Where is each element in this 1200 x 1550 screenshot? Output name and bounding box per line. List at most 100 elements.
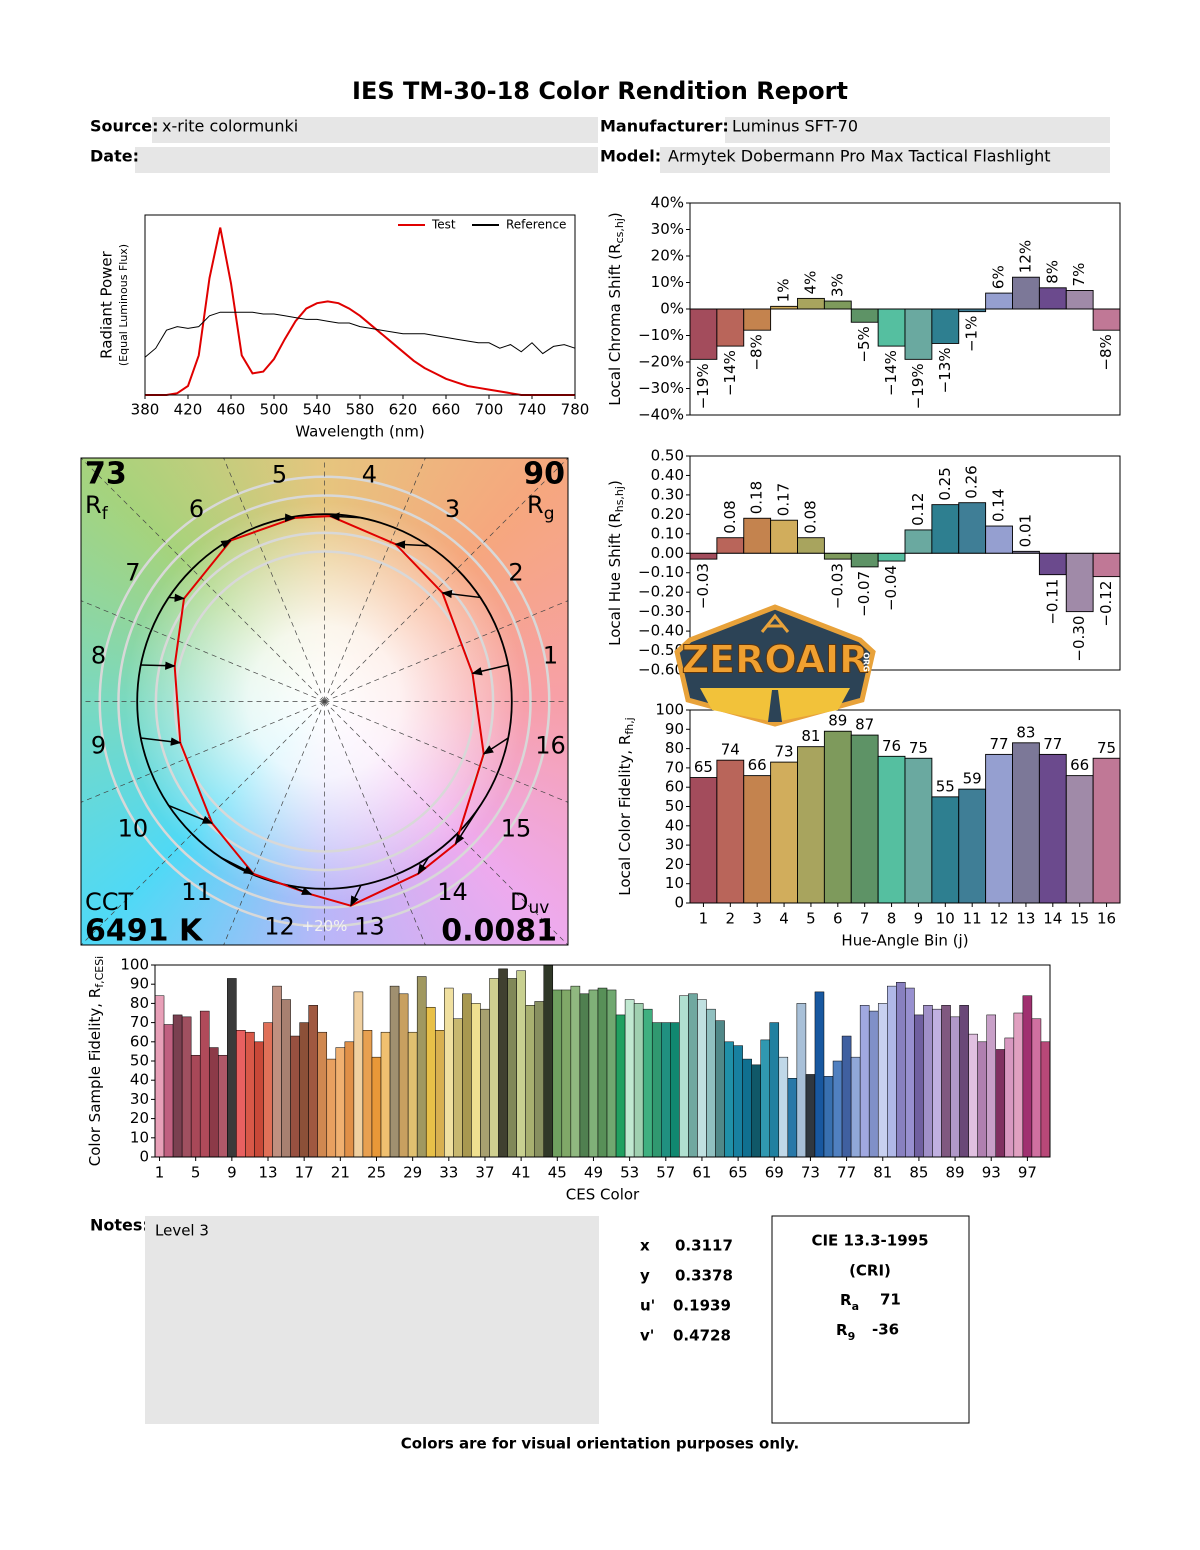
- bar: [425, 1006, 436, 1158]
- legend-label: Test: [431, 218, 456, 232]
- coord-value: 0.4728: [673, 1327, 731, 1345]
- shift-arrow: [471, 664, 509, 676]
- x-axis-title: CES Color: [566, 1186, 640, 1204]
- value-label: −0.12: [1097, 581, 1115, 627]
- coord-label: u': [640, 1297, 655, 1315]
- shift-arrow: [168, 804, 214, 824]
- bar: [335, 1047, 346, 1158]
- bar: [1065, 290, 1094, 310]
- y-tick-label: 0.00: [651, 544, 684, 562]
- y-tick-label: 10%: [651, 273, 684, 291]
- x-tick-label: 14: [1043, 910, 1062, 928]
- x-tick-label: 77: [837, 1164, 856, 1182]
- x-tick-label: 89: [946, 1164, 965, 1182]
- bar: [797, 537, 825, 554]
- value-label: 12%: [1016, 240, 1034, 273]
- x-tick-label: 16: [1097, 910, 1116, 928]
- bar: [371, 1056, 382, 1158]
- value-label: 0.25: [936, 467, 954, 500]
- y-axis-title: Local Color Fidelity, Rfh,j: [616, 717, 637, 896]
- plot-frame: [80, 457, 569, 946]
- value-label: 89: [828, 712, 847, 730]
- value-label: 0.14: [990, 489, 1008, 522]
- bar: [498, 968, 508, 1158]
- y-tick-label: −40%: [638, 406, 684, 424]
- value-label: −0.04: [882, 565, 900, 611]
- field-box: [660, 147, 1110, 173]
- bin-divider: [324, 701, 569, 803]
- y-tick-label: −0.10: [638, 563, 684, 581]
- x-tick-label: 85: [909, 1164, 928, 1182]
- bar: [689, 552, 718, 560]
- bar: [823, 552, 852, 560]
- bin-label: 10: [118, 814, 149, 842]
- x-tick-label: 4: [779, 910, 789, 928]
- bin-divider: [324, 457, 426, 702]
- shift-arrow: [287, 884, 313, 896]
- y-tick-label: 20%: [651, 247, 684, 265]
- field-value: Luminus SFT-70: [732, 117, 858, 136]
- shift-arrow: [140, 737, 182, 746]
- bar: [561, 989, 572, 1158]
- bin-label: 12: [264, 912, 295, 940]
- bar: [716, 537, 745, 554]
- bar: [1012, 276, 1040, 310]
- symbol: D: [510, 888, 528, 916]
- bin-divider: [80, 457, 325, 702]
- x-tick-label: 1: [155, 1164, 165, 1182]
- shift-arrow: [394, 540, 429, 549]
- coord-label: y: [640, 1267, 650, 1285]
- bin-label: 9: [91, 731, 106, 759]
- y-tick-label: 60: [130, 1032, 149, 1050]
- axis-title-text: ): [606, 212, 624, 218]
- x-tick-label: 37: [475, 1164, 494, 1182]
- logo-icon: [760, 613, 790, 633]
- bar: [453, 1018, 463, 1158]
- symbol-sub: uv: [528, 898, 549, 918]
- shift-arrow: [220, 539, 232, 549]
- cri-title: CIE 13.3-1995: [811, 1232, 928, 1250]
- x-tick-label: 33: [439, 1164, 458, 1182]
- bar: [281, 999, 291, 1158]
- cri-box: [771, 1215, 970, 1424]
- bar: [661, 1022, 671, 1158]
- bar: [868, 1010, 879, 1158]
- x-tick-label: 420: [174, 401, 203, 419]
- bin-label: 1: [543, 642, 558, 670]
- bar: [724, 1041, 734, 1158]
- bar: [516, 970, 526, 1158]
- bin-label: 14: [437, 878, 468, 906]
- x-tick-label: 12: [990, 910, 1009, 928]
- cri-subtitle: (CRI): [849, 1262, 891, 1280]
- bin-divider: [80, 701, 325, 803]
- value-label: 77: [1043, 735, 1062, 753]
- bin-label: 2: [508, 559, 523, 587]
- x-tick-label: 57: [656, 1164, 675, 1182]
- bar: [254, 1041, 264, 1158]
- bar: [208, 1047, 219, 1158]
- bar: [751, 1064, 761, 1158]
- bar: [770, 761, 798, 904]
- bar: [743, 775, 772, 904]
- x-tick-label: 49: [584, 1164, 603, 1182]
- axis-title-text: Local Chroma Shift (R: [606, 243, 624, 405]
- bar: [832, 1060, 843, 1158]
- bin-divider: [324, 701, 426, 946]
- footer-note: Colors are for visual orientation purpos…: [401, 1435, 800, 1453]
- x-tick-label: 65: [729, 1164, 748, 1182]
- field-box: [135, 147, 598, 173]
- bar: [958, 502, 987, 554]
- bar: [444, 987, 454, 1158]
- x-tick-label: 1: [699, 910, 709, 928]
- symbol-sub: a: [852, 1300, 859, 1313]
- cri-r9-symbol: R9: [836, 1321, 855, 1344]
- bar: [1004, 1037, 1015, 1158]
- y-tick-label: 40%: [651, 194, 684, 212]
- x-tick-label: 780: [561, 401, 590, 419]
- y-axis-title: Color Sample Fidelity, Rf,CESi: [86, 956, 107, 1167]
- bar: [706, 1008, 716, 1158]
- shift-arrow: [482, 737, 509, 755]
- value-label: 74: [721, 741, 740, 759]
- axis-title-text: Color Sample Fidelity, R: [86, 988, 104, 1166]
- x-tick-label: 700: [475, 401, 504, 419]
